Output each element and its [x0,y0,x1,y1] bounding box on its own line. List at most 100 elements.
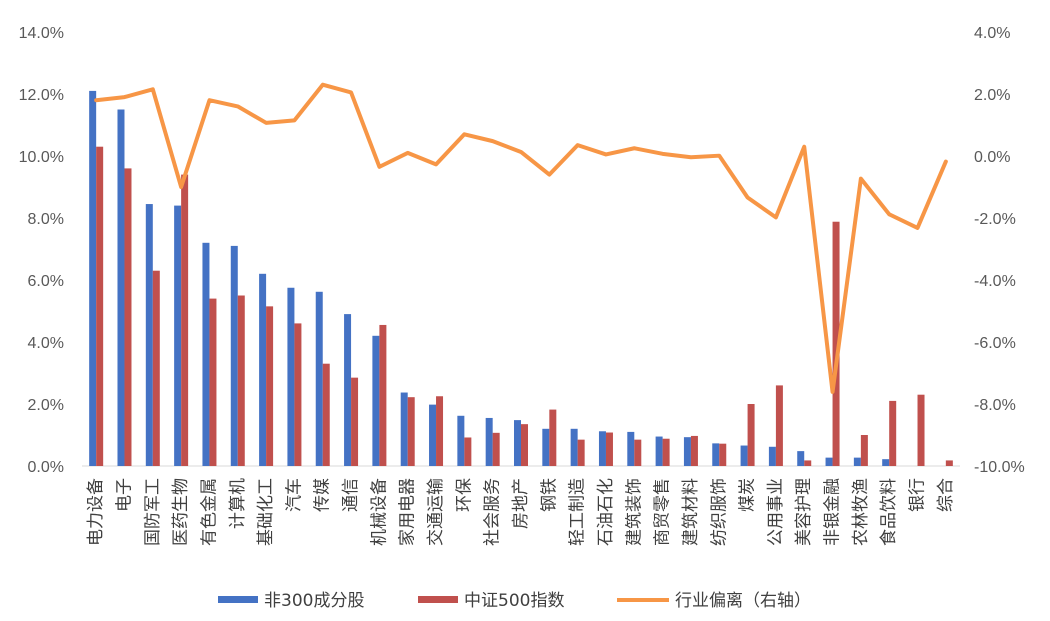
bar-csi500 [124,168,132,466]
bar-non300 [259,273,267,466]
right-tick-label: -8.0% [974,397,1016,414]
bar-non300 [768,446,776,466]
bar-csi500 [351,377,359,466]
bar-csi500 [634,439,642,466]
right-tick-label: -6.0% [974,335,1016,352]
line-series-group [94,82,948,394]
left-tick-label: 10.0% [19,149,64,166]
bar-non300 [89,90,97,467]
bar-csi500 [266,306,274,466]
bar-csi500 [549,409,557,466]
bar-csi500 [747,404,755,466]
bar-non300 [145,204,153,467]
bar-csi500 [436,396,444,466]
bar-non300 [400,392,408,466]
right-tick-label: -10.0% [974,459,1025,476]
right-tick-label: 4.0% [974,25,1010,42]
bar-csi500 [407,397,415,466]
category-label: 环保 [454,478,474,512]
bar-csi500 [322,363,330,466]
bar-csi500 [492,432,500,466]
category-label: 交通运输 [426,478,446,546]
bar-csi500 [96,146,104,466]
category-label: 食品饮料 [879,478,899,546]
category-label: 国防军工 [143,478,163,546]
category-label: 基础化工 [256,478,276,546]
bar-csi500 [577,439,585,466]
bar-csi500 [917,394,925,466]
bar-non300 [514,420,521,466]
category-label: 石油石化 [596,478,616,546]
legend-label: 非300成分股 [264,591,364,611]
bar-non300 [429,404,437,466]
bar-csi500 [521,424,528,466]
category-label: 家用电器 [398,478,418,546]
category-label: 电力设备 [86,478,106,546]
bar-non300 [202,242,210,466]
bar-csi500 [294,323,302,466]
bar-csi500 [690,435,698,466]
left-axis-ticks: 0.0% 2.0% 4.0% 6.0% 8.0% 10.0% 12.0% 14.0% [19,25,64,476]
left-tick-label: 12.0% [19,87,64,104]
bar-non300 [712,443,720,466]
bar-csi500 [775,385,783,466]
legend-swatch [418,596,458,603]
bar-non300 [740,445,748,466]
left-tick-label: 8.0% [28,211,64,228]
bar-non300 [853,457,861,466]
category-label: 建筑材料 [681,478,701,546]
category-label: 传媒 [313,478,333,512]
bar-csi500 [889,400,897,466]
right-axis-ticks: -10.0% -8.0% -6.0% -4.0% -2.0% 0.0% 2.0% 4.0% [974,25,1025,476]
right-tick-label: 0.0% [974,149,1010,166]
right-tick-label: -4.0% [974,273,1016,290]
category-label: 钢铁 [539,478,559,512]
category-label: 纺织服饰 [709,478,729,546]
bar-csi500 [719,443,727,466]
category-label: 农林牧渔 [851,478,871,546]
category-label: 社会服务 [483,478,503,546]
left-tick-label: 0.0% [28,459,64,476]
right-tick-label: 2.0% [974,87,1010,104]
bar-csi500 [804,460,812,466]
category-label: 房地产 [511,478,531,529]
category-label: 煤炭 [738,478,758,512]
bar-non300 [882,459,890,466]
deviation-line [94,82,948,394]
category-label: 汽车 [284,478,304,512]
category-label: 公用事业 [766,478,786,546]
right-tick-label: -2.0% [974,211,1016,228]
bar-non300 [287,287,295,466]
bar-csi500 [237,295,245,466]
bar-csi500 [152,270,160,466]
category-label: 银行 [908,478,928,512]
legend: 非300成分股 中证500指数 行业偏离（右轴） [218,591,811,611]
bar-csi500 [662,438,670,466]
bar-csi500 [945,460,953,466]
legend-swatch [218,596,258,603]
bar-non300 [485,417,493,466]
category-label: 非银金融 [823,478,843,546]
bar-non300 [655,436,663,466]
category-label: 计算机 [228,478,248,529]
bar-non300 [598,431,606,466]
bar-non300 [825,457,833,466]
bar-non300 [174,205,182,466]
bar-non300 [230,245,238,466]
legend-label: 行业偏离（右轴） [675,591,811,611]
bars-group [89,90,953,467]
category-label: 美容护理 [794,478,814,546]
category-label: 电子 [114,478,134,512]
category-label: 商贸零售 [653,478,673,546]
left-tick-label: 4.0% [28,335,64,352]
bar-csi500 [605,432,613,466]
bar-non300 [315,291,323,466]
bar-non300 [372,335,380,466]
category-label: 综合 [936,478,956,512]
bar-non300 [570,428,578,466]
bar-csi500 [860,435,868,466]
category-label: 医药生物 [171,478,191,546]
bar-non300 [344,314,352,466]
bar-csi500 [209,298,217,466]
